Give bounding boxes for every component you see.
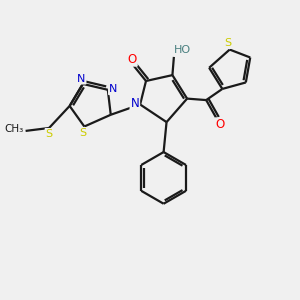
Text: N: N: [109, 84, 117, 94]
Text: N: N: [130, 97, 139, 110]
Text: HO: HO: [174, 46, 191, 56]
Text: S: S: [79, 128, 86, 138]
Text: S: S: [225, 38, 232, 48]
Text: O: O: [128, 53, 137, 66]
Text: CH₃: CH₃: [4, 124, 23, 134]
Text: O: O: [215, 118, 225, 131]
Text: S: S: [46, 129, 52, 139]
Text: N: N: [77, 74, 86, 84]
Text: S: S: [15, 126, 22, 136]
